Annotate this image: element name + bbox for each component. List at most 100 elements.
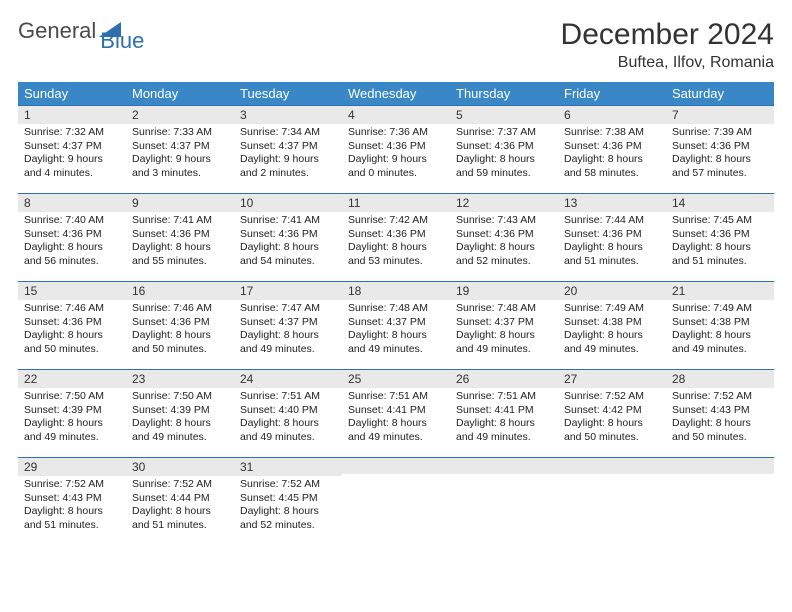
- month-title: December 2024: [561, 18, 774, 52]
- calendar-cell: 5Sunrise: 7:37 AMSunset: 4:36 PMDaylight…: [450, 105, 558, 193]
- day-body: Sunrise: 7:37 AMSunset: 4:36 PMDaylight:…: [450, 124, 558, 185]
- day-body: Sunrise: 7:42 AMSunset: 4:36 PMDaylight:…: [342, 212, 450, 273]
- day-line-ss: Sunset: 4:36 PM: [456, 228, 552, 242]
- day-line-ss: Sunset: 4:36 PM: [564, 228, 660, 242]
- calendar-body: 1Sunrise: 7:32 AMSunset: 4:37 PMDaylight…: [18, 105, 774, 545]
- day-number: 28: [666, 369, 774, 388]
- day-line-d1: Daylight: 8 hours: [564, 329, 660, 343]
- day-line-d1: Daylight: 8 hours: [240, 417, 336, 431]
- day-line-d1: Daylight: 8 hours: [348, 329, 444, 343]
- day-line-d2: and 51 minutes.: [24, 519, 120, 533]
- day-line-ss: Sunset: 4:37 PM: [132, 140, 228, 154]
- day-number: 19: [450, 281, 558, 300]
- day-line-ss: Sunset: 4:36 PM: [672, 228, 768, 242]
- day-body: Sunrise: 7:50 AMSunset: 4:39 PMDaylight:…: [18, 388, 126, 449]
- calendar-cell: 17Sunrise: 7:47 AMSunset: 4:37 PMDayligh…: [234, 281, 342, 369]
- day-line-d1: Daylight: 8 hours: [456, 417, 552, 431]
- calendar-cell: 16Sunrise: 7:46 AMSunset: 4:36 PMDayligh…: [126, 281, 234, 369]
- day-body: Sunrise: 7:50 AMSunset: 4:39 PMDaylight:…: [126, 388, 234, 449]
- day-line-ss: Sunset: 4:37 PM: [240, 316, 336, 330]
- day-body: Sunrise: 7:51 AMSunset: 4:40 PMDaylight:…: [234, 388, 342, 449]
- day-line-d2: and 51 minutes.: [672, 255, 768, 269]
- day-body: Sunrise: 7:32 AMSunset: 4:37 PMDaylight:…: [18, 124, 126, 185]
- calendar-cell: 14Sunrise: 7:45 AMSunset: 4:36 PMDayligh…: [666, 193, 774, 281]
- day-line-d1: Daylight: 8 hours: [240, 241, 336, 255]
- day-line-d2: and 52 minutes.: [240, 519, 336, 533]
- day-line-ss: Sunset: 4:37 PM: [456, 316, 552, 330]
- weekday-header: Wednesday: [342, 82, 450, 105]
- weekday-header: Saturday: [666, 82, 774, 105]
- day-line-d2: and 50 minutes.: [132, 343, 228, 357]
- day-line-d1: Daylight: 8 hours: [564, 417, 660, 431]
- calendar-cell: 11Sunrise: 7:42 AMSunset: 4:36 PMDayligh…: [342, 193, 450, 281]
- day-body: Sunrise: 7:46 AMSunset: 4:36 PMDaylight:…: [18, 300, 126, 361]
- day-line-d1: Daylight: 8 hours: [672, 241, 768, 255]
- day-body: Sunrise: 7:34 AMSunset: 4:37 PMDaylight:…: [234, 124, 342, 185]
- day-body: Sunrise: 7:51 AMSunset: 4:41 PMDaylight:…: [342, 388, 450, 449]
- day-number: 10: [234, 193, 342, 212]
- day-line-sr: Sunrise: 7:43 AM: [456, 214, 552, 228]
- day-number: 15: [18, 281, 126, 300]
- calendar-cell: 30Sunrise: 7:52 AMSunset: 4:44 PMDayligh…: [126, 457, 234, 545]
- calendar-cell: 9Sunrise: 7:41 AMSunset: 4:36 PMDaylight…: [126, 193, 234, 281]
- day-body: Sunrise: 7:52 AMSunset: 4:43 PMDaylight:…: [666, 388, 774, 449]
- day-line-sr: Sunrise: 7:41 AM: [240, 214, 336, 228]
- day-line-d2: and 55 minutes.: [132, 255, 228, 269]
- day-line-ss: Sunset: 4:44 PM: [132, 492, 228, 506]
- day-line-d2: and 49 minutes.: [24, 431, 120, 445]
- day-line-ss: Sunset: 4:41 PM: [456, 404, 552, 418]
- day-body: Sunrise: 7:48 AMSunset: 4:37 PMDaylight:…: [342, 300, 450, 361]
- day-line-d1: Daylight: 8 hours: [348, 241, 444, 255]
- day-line-sr: Sunrise: 7:40 AM: [24, 214, 120, 228]
- day-body: Sunrise: 7:49 AMSunset: 4:38 PMDaylight:…: [666, 300, 774, 361]
- day-line-sr: Sunrise: 7:33 AM: [132, 126, 228, 140]
- weekday-header: Friday: [558, 82, 666, 105]
- day-line-sr: Sunrise: 7:46 AM: [132, 302, 228, 316]
- calendar-cell: 3Sunrise: 7:34 AMSunset: 4:37 PMDaylight…: [234, 105, 342, 193]
- calendar-cell: 8Sunrise: 7:40 AMSunset: 4:36 PMDaylight…: [18, 193, 126, 281]
- calendar-cell: 10Sunrise: 7:41 AMSunset: 4:36 PMDayligh…: [234, 193, 342, 281]
- day-number: 4: [342, 105, 450, 124]
- day-line-ss: Sunset: 4:36 PM: [240, 228, 336, 242]
- day-body: Sunrise: 7:41 AMSunset: 4:36 PMDaylight:…: [234, 212, 342, 273]
- logo: General Blue: [18, 18, 168, 44]
- day-line-ss: Sunset: 4:39 PM: [132, 404, 228, 418]
- day-line-sr: Sunrise: 7:36 AM: [348, 126, 444, 140]
- day-line-d2: and 2 minutes.: [240, 167, 336, 181]
- calendar-cell: 25Sunrise: 7:51 AMSunset: 4:41 PMDayligh…: [342, 369, 450, 457]
- day-line-d2: and 49 minutes.: [456, 431, 552, 445]
- calendar-row: 22Sunrise: 7:50 AMSunset: 4:39 PMDayligh…: [18, 369, 774, 457]
- calendar-cell: 15Sunrise: 7:46 AMSunset: 4:36 PMDayligh…: [18, 281, 126, 369]
- day-line-sr: Sunrise: 7:51 AM: [240, 390, 336, 404]
- day-number: 11: [342, 193, 450, 212]
- day-number: 27: [558, 369, 666, 388]
- day-body: Sunrise: 7:33 AMSunset: 4:37 PMDaylight:…: [126, 124, 234, 185]
- day-line-d1: Daylight: 8 hours: [564, 153, 660, 167]
- day-line-d1: Daylight: 8 hours: [24, 417, 120, 431]
- day-line-d2: and 52 minutes.: [456, 255, 552, 269]
- empty-day-bar: [666, 457, 774, 474]
- day-line-d1: Daylight: 8 hours: [24, 329, 120, 343]
- day-line-sr: Sunrise: 7:51 AM: [348, 390, 444, 404]
- day-body: Sunrise: 7:52 AMSunset: 4:43 PMDaylight:…: [18, 476, 126, 537]
- calendar-cell: 22Sunrise: 7:50 AMSunset: 4:39 PMDayligh…: [18, 369, 126, 457]
- day-body: Sunrise: 7:39 AMSunset: 4:36 PMDaylight:…: [666, 124, 774, 185]
- day-line-d2: and 50 minutes.: [564, 431, 660, 445]
- day-line-d2: and 49 minutes.: [240, 431, 336, 445]
- day-line-sr: Sunrise: 7:32 AM: [24, 126, 120, 140]
- calendar-cell: 6Sunrise: 7:38 AMSunset: 4:36 PMDaylight…: [558, 105, 666, 193]
- calendar-cell: 12Sunrise: 7:43 AMSunset: 4:36 PMDayligh…: [450, 193, 558, 281]
- calendar-cell: [342, 457, 450, 545]
- day-line-sr: Sunrise: 7:34 AM: [240, 126, 336, 140]
- day-line-d2: and 51 minutes.: [132, 519, 228, 533]
- day-line-ss: Sunset: 4:36 PM: [456, 140, 552, 154]
- calendar-cell: 29Sunrise: 7:52 AMSunset: 4:43 PMDayligh…: [18, 457, 126, 545]
- day-line-d2: and 50 minutes.: [24, 343, 120, 357]
- logo-text-general: General: [18, 18, 96, 44]
- header: General Blue December 2024 Buftea, Ilfov…: [18, 18, 774, 72]
- day-line-ss: Sunset: 4:40 PM: [240, 404, 336, 418]
- day-number: 13: [558, 193, 666, 212]
- day-body: Sunrise: 7:48 AMSunset: 4:37 PMDaylight:…: [450, 300, 558, 361]
- day-body: Sunrise: 7:40 AMSunset: 4:36 PMDaylight:…: [18, 212, 126, 273]
- day-line-sr: Sunrise: 7:48 AM: [348, 302, 444, 316]
